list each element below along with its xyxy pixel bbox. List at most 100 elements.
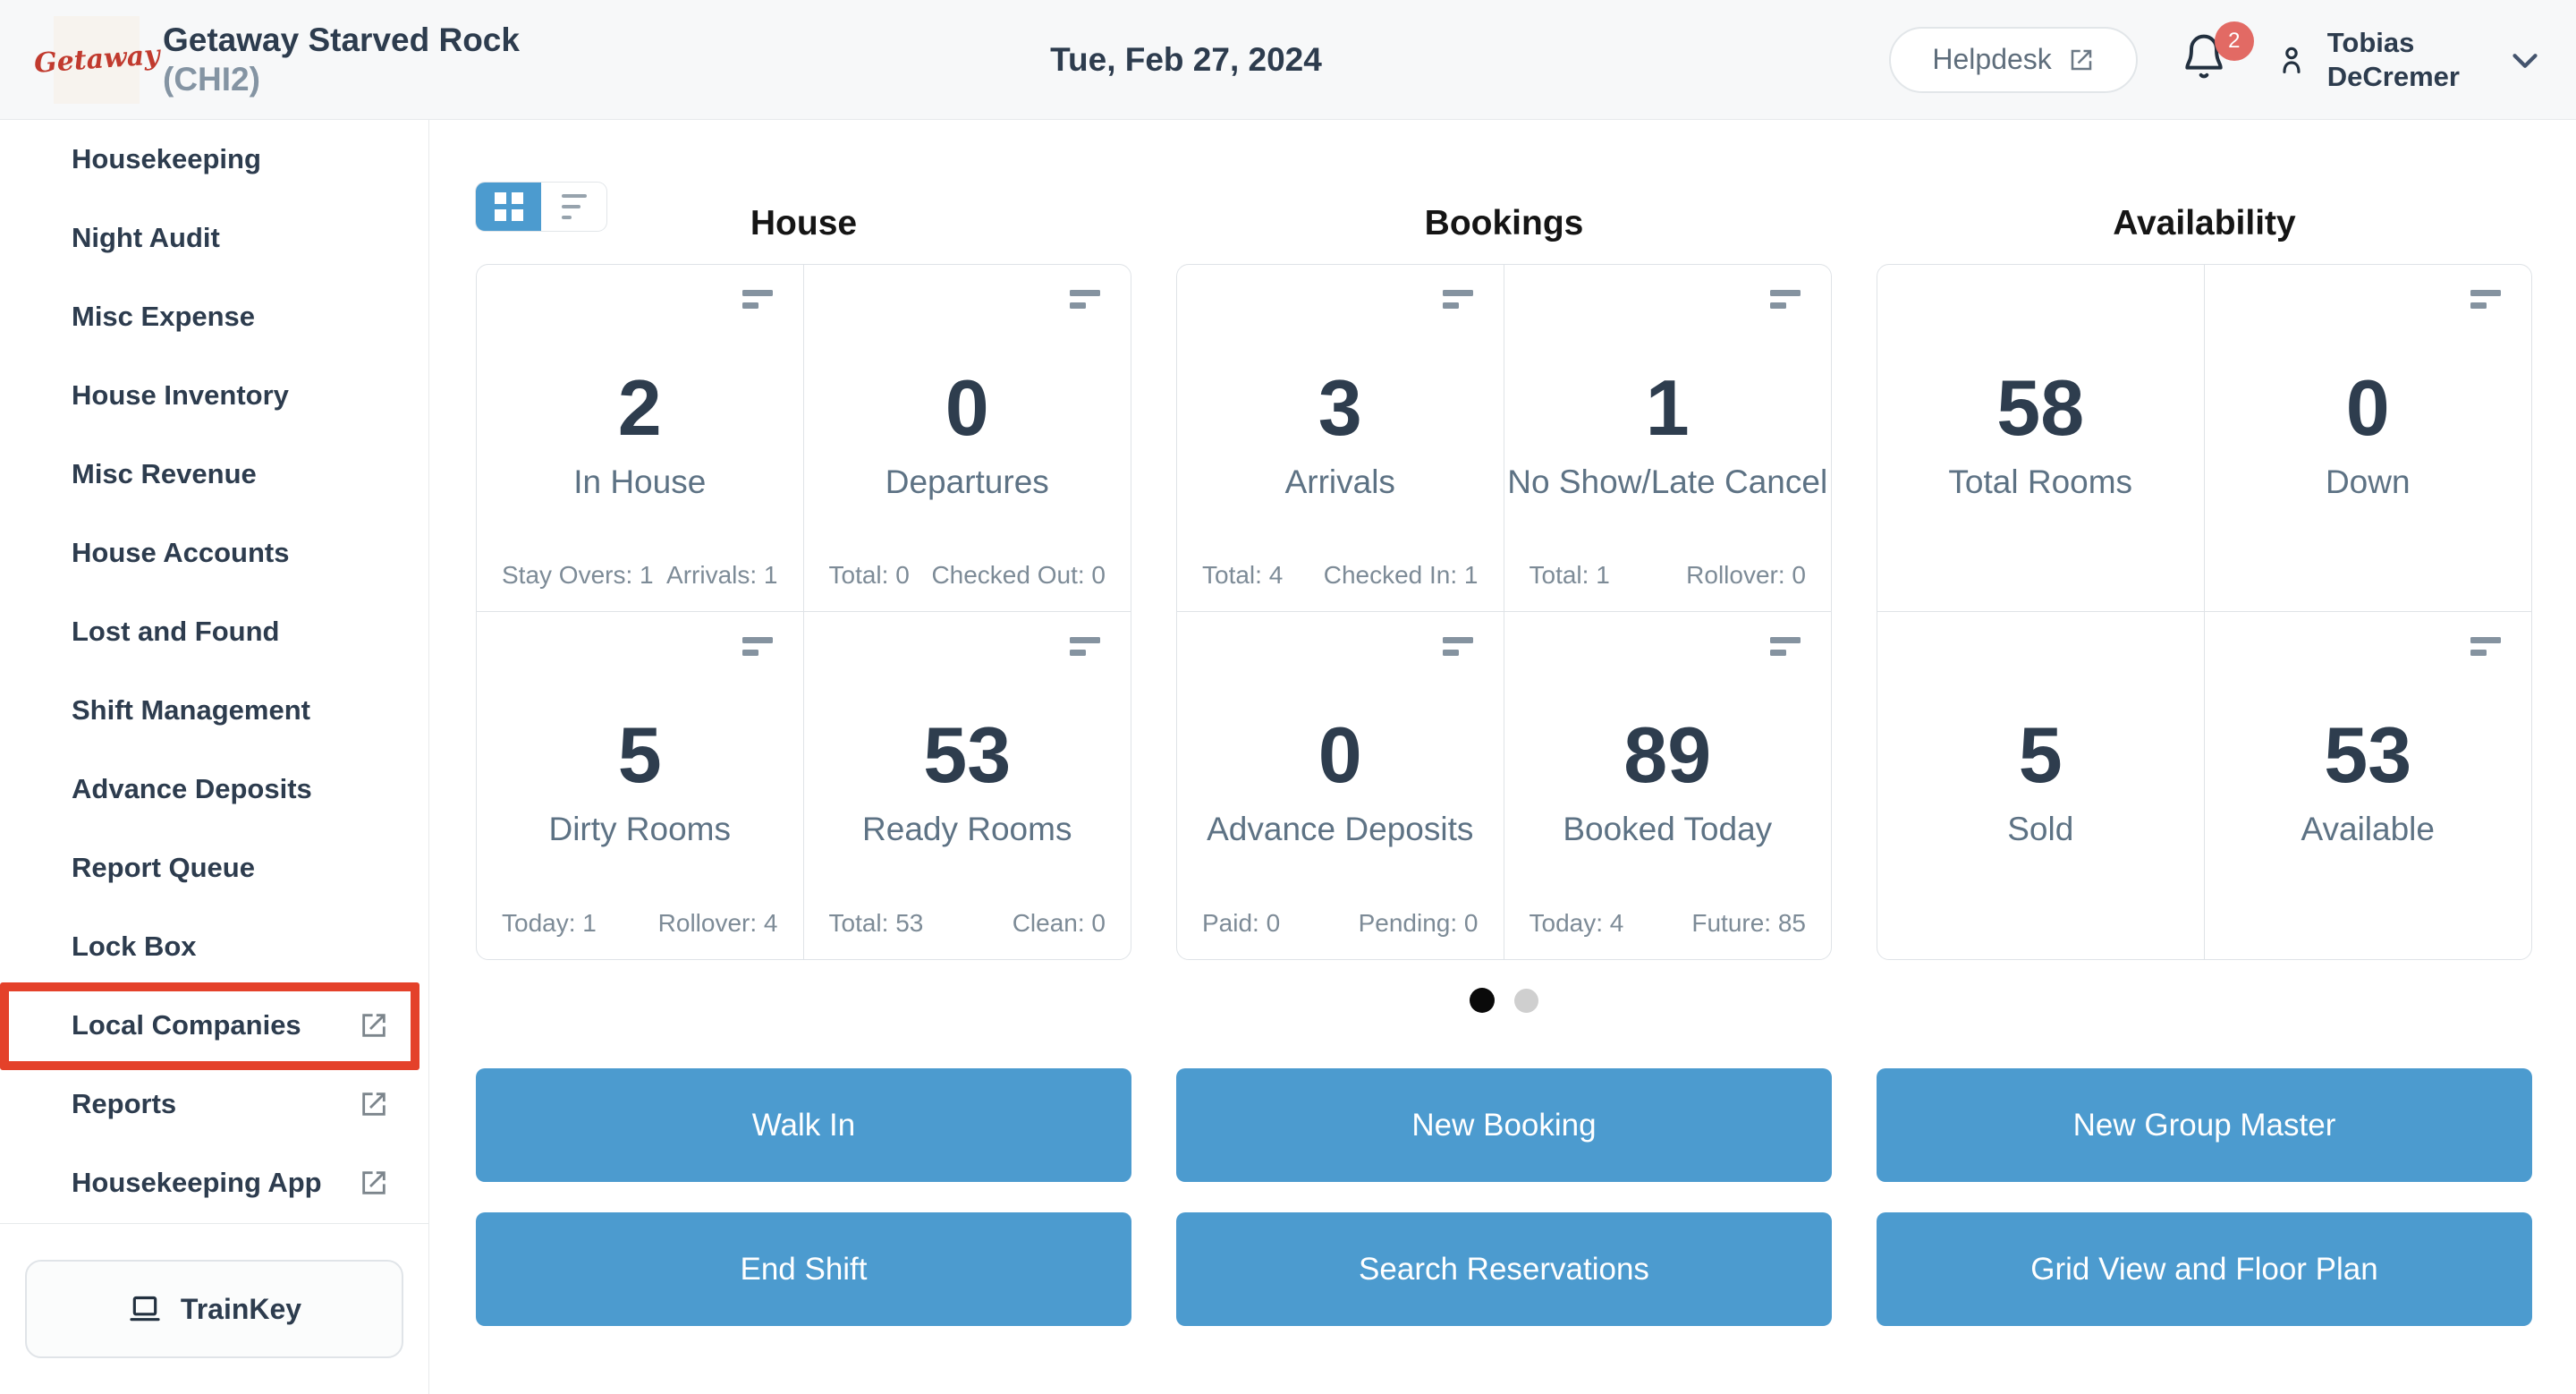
stat-footer-left: Total: 53 (828, 909, 924, 937)
stat-footer-left: Total: 4 (1202, 561, 1284, 589)
card-departures[interactable]: 0 Departures Total: 0 Checked Out: 0 (803, 265, 1131, 612)
stat-value: 89 (1623, 710, 1712, 799)
stat-label: Arrivals (1284, 463, 1395, 500)
new-group-master-button[interactable]: New Group Master (1877, 1068, 2532, 1182)
sidebar-item-misc-revenue[interactable]: Misc Revenue (0, 435, 428, 514)
card-ready-rooms[interactable]: 53 Ready Rooms Total: 53 Clean: 0 (804, 612, 1131, 959)
stat-value: 58 (1996, 363, 2085, 452)
card-down[interactable]: 0 Down (2204, 265, 2531, 612)
stat-footer-right: Rollover: 0 (1686, 561, 1806, 589)
filter-bars-icon[interactable] (1442, 290, 1473, 309)
helpdesk-button[interactable]: Helpdesk (1889, 26, 2138, 93)
stat-label: No Show/Late Cancel (1507, 463, 1828, 500)
pagination (476, 987, 2532, 1014)
card-no-show-late-cancel[interactable]: 1 No Show/Late Cancel Total: 1 Rollover:… (1504, 265, 1831, 612)
card-total-rooms[interactable]: 58 Total Rooms (1877, 265, 2205, 612)
filter-bars-icon[interactable] (741, 290, 773, 309)
availability-group: 58 Total Rooms 0 Down 5 Sold 53 Availabl… (1877, 264, 2532, 960)
end-shift-button[interactable]: End Shift (476, 1212, 1131, 1326)
sidebar-item-housekeeping-app[interactable]: Housekeeping App (0, 1143, 428, 1222)
dashboard: House Bookings Availability 2 In House S… (429, 120, 2576, 1394)
search-reservations-button[interactable]: Search Reservations (1176, 1212, 1832, 1326)
sidebar-item-house-inventory[interactable]: House Inventory (0, 356, 428, 435)
sidebar-item-label: Night Audit (72, 222, 220, 253)
user-menu[interactable]: Tobias DeCremer (2274, 26, 2546, 94)
person-icon (2283, 47, 2301, 73)
filter-bars-icon[interactable] (1442, 637, 1473, 656)
trainkey-button[interactable]: TrainKey (25, 1260, 403, 1358)
sidebar-item-lock-box[interactable]: Lock Box (0, 907, 428, 986)
sidebar-item-lost-and-found[interactable]: Lost and Found (0, 592, 428, 671)
card-dirty-rooms[interactable]: 5 Dirty Rooms Today: 1 Rollover: 4 (477, 612, 804, 959)
sidebar-item-shift-management[interactable]: Shift Management (0, 671, 428, 750)
sidebar-item-label: Shift Management (72, 694, 310, 726)
sidebar-item-house-accounts[interactable]: House Accounts (0, 514, 428, 592)
sidebar-item-reports[interactable]: Reports (0, 1065, 428, 1143)
sidebar-item-label: Lost and Found (72, 616, 280, 647)
sidebar-item-housekeeping[interactable]: Housekeeping (0, 120, 428, 199)
stat-footer: Total: 4 Checked In: 1 (1202, 561, 1479, 590)
stat-footer-left: Today: 4 (1529, 909, 1624, 937)
filter-bars-icon[interactable] (2470, 637, 2501, 656)
filter-bars-icon[interactable] (741, 637, 773, 656)
action-row-2: End Shift Search Reservations Grid View … (476, 1212, 2532, 1326)
stat-footer-right: Checked Out: 0 (931, 561, 1106, 589)
stat-label: Available (2301, 811, 2435, 847)
filter-bars-icon[interactable] (1070, 637, 1100, 656)
sidebar-item-label: Local Companies (72, 1009, 301, 1041)
stat-label: Booked Today (1563, 811, 1773, 847)
filter-bars-icon[interactable] (1070, 290, 1100, 309)
card-arrivals[interactable]: 3 Arrivals Total: 4 Checked In: 1 (1177, 265, 1504, 612)
sidebar-item-report-queue[interactable]: Report Queue (0, 829, 428, 907)
list-lines-icon (561, 194, 587, 219)
stat-label: Advance Deposits (1207, 811, 1474, 847)
grid-view-floor-plan-button[interactable]: Grid View and Floor Plan (1877, 1212, 2532, 1326)
stat-footer-left: Stay Overs: 1 (502, 561, 654, 589)
filter-bars-icon[interactable] (1770, 290, 1801, 309)
stat-value: 5 (617, 710, 662, 799)
card-available[interactable]: 53 Available (2205, 612, 2532, 959)
stat-value: 53 (2324, 710, 2412, 799)
grid-icon (494, 192, 523, 221)
sidebar-item-label: Reports (72, 1088, 177, 1119)
stat-footer: Today: 4 Future: 85 (1530, 909, 1807, 938)
notifications-button[interactable]: 2 (2179, 21, 2254, 88)
stat-footer: Paid: 0 Pending: 0 (1202, 909, 1479, 938)
card-in-house[interactable]: 2 In House Stay Overs: 1 Arrivals: 1 (477, 265, 804, 612)
sidebar-item-misc-expense[interactable]: Misc Expense (0, 277, 428, 356)
getaway-logo: Getaway (33, 15, 160, 104)
card-sold[interactable]: 5 Sold (1877, 612, 2205, 959)
sidebar: Housekeeping Night Audit Misc Expense Ho… (0, 120, 429, 1394)
stat-footer-right: Future: 85 (1691, 909, 1806, 937)
external-link-icon (359, 1089, 389, 1119)
card-advance-deposits[interactable]: 0 Advance Deposits Paid: 0 Pending: 0 (1177, 612, 1504, 959)
stat-footer-left: Total: 0 (828, 561, 910, 589)
stat-footer: Today: 1 Rollover: 4 (502, 909, 778, 938)
sidebar-item-night-audit[interactable]: Night Audit (0, 199, 428, 277)
stat-footer: Total: 53 Clean: 0 (829, 909, 1106, 938)
stat-footer-right: Pending: 0 (1358, 909, 1479, 937)
getaway-logo-text: Getaway (32, 39, 161, 80)
list-view-button[interactable] (541, 183, 606, 231)
stat-label: Down (2325, 463, 2411, 500)
stat-footer: Total: 0 Checked Out: 0 (829, 561, 1106, 590)
pagination-dot-2[interactable] (1514, 988, 1538, 1013)
filter-bars-icon[interactable] (2470, 290, 2501, 309)
stat-value: 5 (2018, 710, 2063, 799)
section-title-bookings: Bookings (1424, 203, 1584, 242)
new-booking-button[interactable]: New Booking (1176, 1068, 1832, 1182)
stat-value: 1 (1645, 363, 1690, 452)
app-header: Getaway Getaway Starved Rock (CHI2) Tue,… (0, 0, 2576, 120)
sidebar-item-local-companies[interactable]: Local Companies (0, 982, 428, 1070)
stat-value: 53 (923, 710, 1012, 799)
walk-in-button[interactable]: Walk In (476, 1068, 1131, 1182)
user-last-name: DeCremer (2326, 60, 2460, 92)
section-title-availability: Availability (2113, 203, 2296, 242)
stat-label: In House (573, 463, 707, 500)
stat-footer-right: Rollover: 4 (657, 909, 778, 937)
card-booked-today[interactable]: 89 Booked Today Today: 4 Future: 85 (1504, 612, 1832, 959)
pagination-dot-1[interactable] (1470, 988, 1495, 1013)
filter-bars-icon[interactable] (1770, 637, 1801, 656)
sidebar-item-advance-deposits[interactable]: Advance Deposits (0, 750, 428, 829)
grid-view-button[interactable] (476, 183, 541, 231)
